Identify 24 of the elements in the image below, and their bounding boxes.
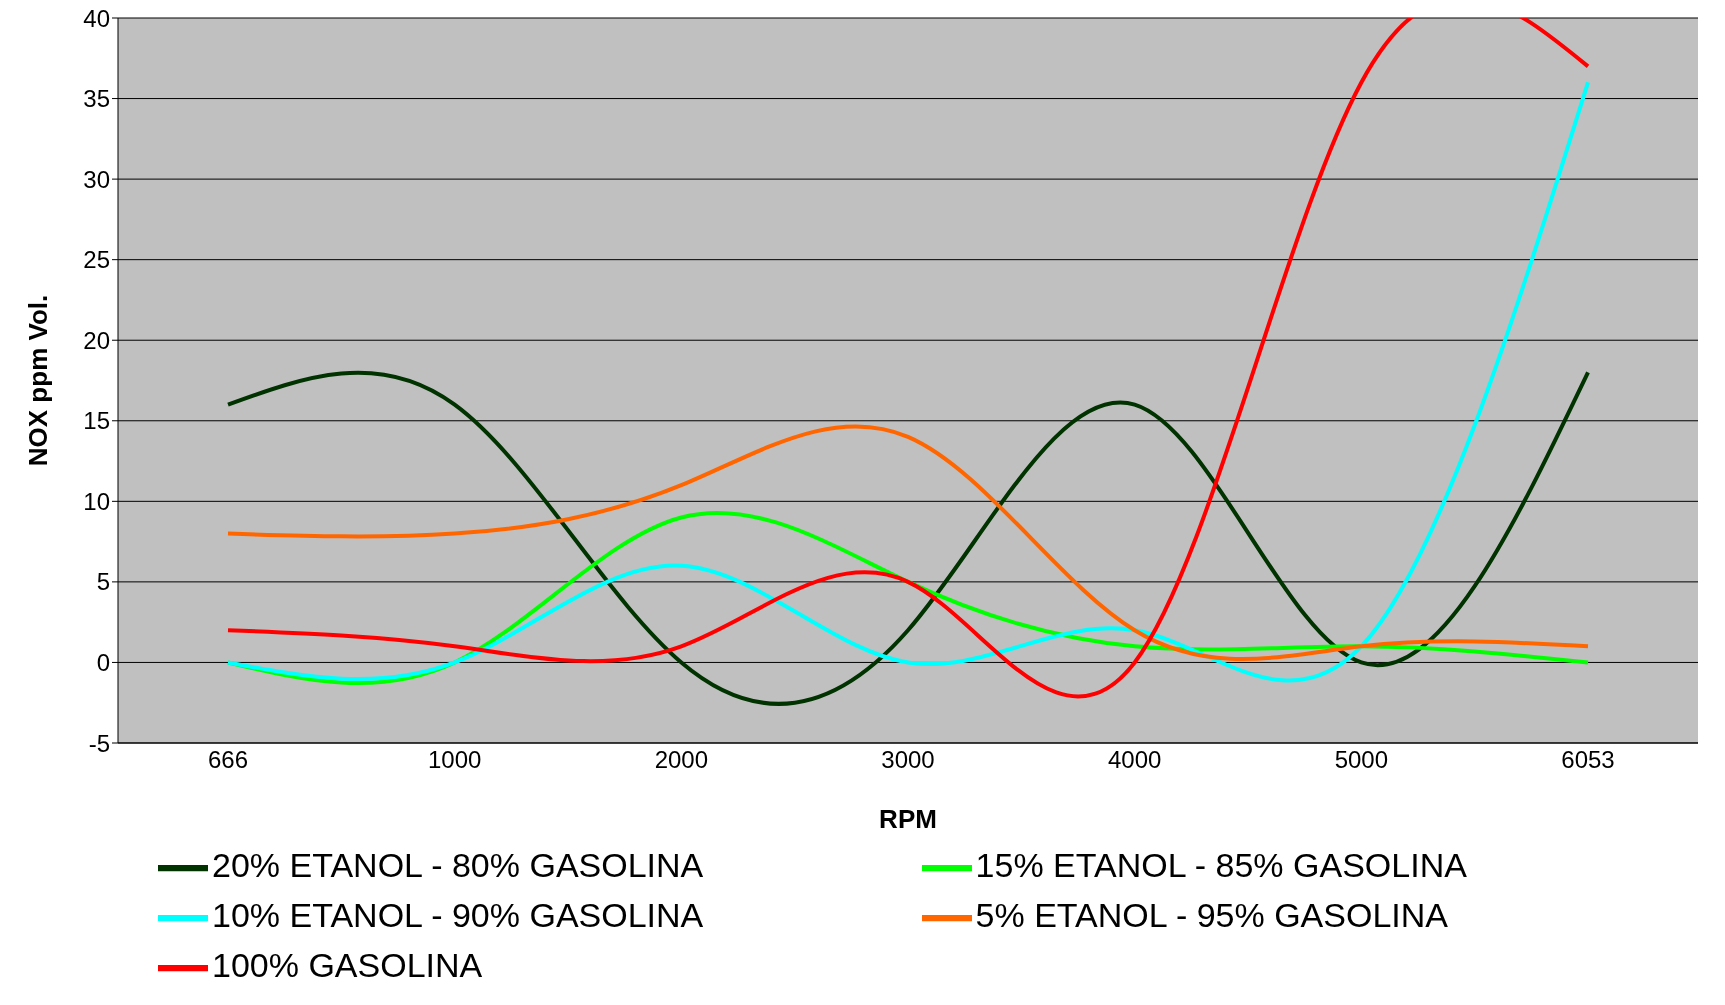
y-tick-label: 25 (83, 246, 110, 274)
x-tick-label: 3000 (881, 746, 935, 774)
y-tick-label: 35 (83, 85, 110, 113)
x-tick-label: 666 (207, 746, 249, 774)
y-tick-label: -5 (88, 729, 110, 757)
x-axis-title: RPM (879, 804, 937, 834)
x-tick-label: 1000 (427, 746, 482, 774)
legend-label: 10% ETANOL - 90% GASOLINA (212, 895, 704, 934)
legend-label: 100% GASOLINA (212, 945, 483, 984)
legend-label: 5% ETANOL - 95% GASOLINA (975, 895, 1448, 934)
y-tick-label: 30 (83, 165, 110, 193)
y-tick-label: 10 (83, 487, 110, 515)
x-tick-label: 4000 (1107, 746, 1162, 774)
x-tick-label: 2000 (654, 746, 709, 774)
x-tick-label: 6053 (1561, 746, 1615, 774)
y-tick-label: 40 (83, 4, 110, 32)
y-tick-label: 15 (83, 407, 110, 435)
y-tick-label: 0 (96, 648, 110, 676)
legend-label: 20% ETANOL - 80% GASOLINA (212, 845, 704, 884)
x-tick-label: 5000 (1334, 746, 1389, 774)
y-axis-title: NOX ppm Vol. (23, 294, 54, 467)
legend-label: 15% ETANOL - 85% GASOLINA (975, 845, 1467, 884)
y-tick-label: 20 (83, 326, 110, 354)
y-tick-label: 5 (96, 568, 110, 596)
